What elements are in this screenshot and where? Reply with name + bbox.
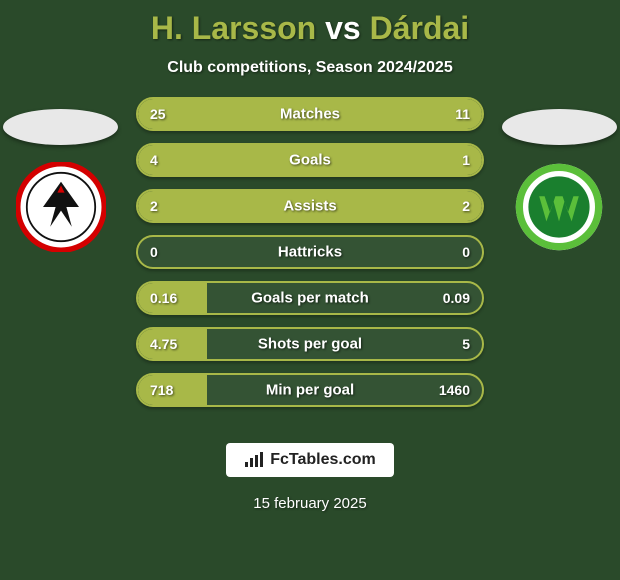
stat-label: Shots per goal [138, 336, 482, 353]
player2-platform [502, 109, 617, 145]
stat-row: Shots per goal4.75 5 [136, 327, 484, 361]
stat-row: Assists2 2 [136, 189, 484, 223]
fctables-text: FcTables.com [270, 451, 376, 469]
stat-row: Goals4 1 [136, 143, 484, 177]
stat-value-left: 2 [150, 198, 158, 214]
comparison-content: Matches25 11 Goals4 1 Assists2 2 Hattricks0 0 Go… [0, 97, 620, 437]
stat-row: Matches25 11 [136, 97, 484, 131]
stat-value-right: 11 [455, 106, 470, 122]
stat-row: Goals per match0.16 0.09 [136, 281, 484, 315]
vs-text: vs [325, 10, 361, 46]
stat-label: Hattricks [138, 244, 482, 261]
stat-value-right: 1460 [439, 382, 470, 398]
stat-value-right: 1 [462, 152, 470, 168]
stat-value-left: 0 [150, 244, 158, 260]
stat-row: Min per goal718 1460 [136, 373, 484, 407]
stat-label: Matches [138, 106, 482, 123]
bar-chart-icon [244, 452, 264, 468]
stat-value-left: 25 [150, 106, 166, 122]
stat-value-left: 4 [150, 152, 158, 168]
fctables-logo[interactable]: FcTables.com [226, 443, 394, 477]
player1-platform [3, 109, 118, 145]
player1-name: H. Larsson [151, 10, 316, 46]
stat-value-left: 4.75 [150, 336, 177, 352]
player2-name: Dárdai [370, 10, 470, 46]
stat-value-left: 0.16 [150, 290, 177, 306]
stat-value-right: 0.09 [443, 290, 470, 306]
stat-value-right: 0 [462, 244, 470, 260]
stat-label: Goals [138, 152, 482, 169]
stat-label: Goals per match [138, 290, 482, 307]
stats-container: Matches25 11 Goals4 1 Assists2 2 Hattricks0 0 Go… [136, 97, 484, 419]
date-text: 15 february 2025 [0, 495, 620, 512]
player2-club-badge [514, 162, 604, 252]
stat-row: Hattricks0 0 [136, 235, 484, 269]
player1-club-badge [16, 162, 106, 252]
stat-label: Assists [138, 198, 482, 215]
stat-label: Min per goal [138, 382, 482, 399]
stat-value-left: 718 [150, 382, 173, 398]
comparison-title: H. Larsson vs Dárdai [0, 0, 620, 47]
footer-logo: FcTables.com [0, 443, 620, 477]
stat-value-right: 2 [462, 198, 470, 214]
season-subtitle: Club competitions, Season 2024/2025 [0, 59, 620, 77]
stat-value-right: 5 [462, 336, 470, 352]
